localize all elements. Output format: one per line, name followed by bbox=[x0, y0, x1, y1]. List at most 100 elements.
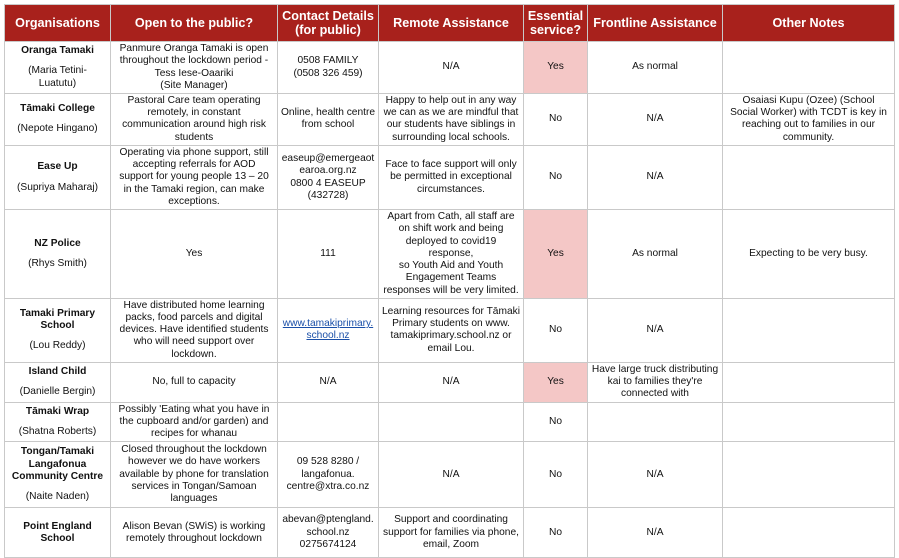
organisation-cell: NZ Police (Rhys Smith) bbox=[4, 209, 111, 299]
organisation-name: Tongan/Tamaki Langafonua Community Centre bbox=[7, 446, 108, 483]
organisation-name: Tamaki Primary School bbox=[7, 308, 108, 332]
remote-assistance-line: N/A bbox=[442, 376, 460, 388]
essential-service-cell: No bbox=[523, 401, 588, 443]
organisation-name-line: Island Child bbox=[28, 366, 87, 378]
open-to-public-line: languages bbox=[170, 493, 218, 505]
remote-assistance-line: Apart from Cath, all staff are bbox=[387, 211, 515, 223]
organisation-cell: Tāmaki College (Nepote Hingano) bbox=[4, 93, 111, 146]
other-notes-cell bbox=[722, 507, 895, 558]
remote-assistance-line: Primary students on www. bbox=[392, 318, 510, 330]
contact-details-line: centre@xtra.co.nz bbox=[286, 480, 370, 492]
contact-person-line: Luatutu) bbox=[38, 77, 77, 89]
contact-details-line[interactable]: www.tamakiprimary. bbox=[282, 318, 374, 330]
frontline-assistance-cell: Have large truck distributing kai to fami… bbox=[587, 361, 723, 403]
other-notes-cell bbox=[722, 144, 895, 211]
contact-person-line: (Maria Tetini- bbox=[28, 65, 87, 77]
open-to-public-line: however we do have workers bbox=[128, 456, 260, 468]
frontline-assistance-cell: As normal bbox=[587, 209, 723, 299]
organisation-contact-person: (Danielle Bergin) bbox=[7, 386, 108, 398]
other-notes-cell bbox=[722, 401, 895, 443]
organisation-name: Tāmaki Wrap bbox=[7, 406, 108, 418]
open-to-public-line: support for young people 13 – 20 bbox=[119, 171, 269, 183]
organisation-name: Point England School bbox=[7, 521, 108, 545]
organisation-cell: Point England School bbox=[4, 507, 111, 558]
essential-service-cell: Yes bbox=[523, 41, 588, 94]
table-row: Ease Up (Supriya Maharaj) Operating via ph… bbox=[4, 144, 895, 211]
header-contact-details: Contact Details (for public) bbox=[277, 4, 379, 42]
remote-assistance-line: Happy to help out in any way bbox=[385, 95, 517, 106]
open-to-public-line: lockdown. bbox=[171, 348, 217, 360]
contact-details-line: earoa.org.nz bbox=[299, 165, 357, 177]
contact-person-line: (Supriya Maharaj) bbox=[17, 181, 98, 193]
organisations-table: Organisations Open to the public? Contac… bbox=[4, 4, 895, 558]
essential-service-cell: No bbox=[523, 144, 588, 211]
remote-assistance-line: support for families via phone, bbox=[383, 526, 519, 538]
remote-assistance-cell: Face to face support will only be permitt… bbox=[378, 144, 524, 211]
other-notes-line: Osaiasi Kupu (Ozee) (School bbox=[742, 95, 875, 106]
table-row: Island Child (Danielle Bergin) No, full to… bbox=[4, 361, 895, 403]
remote-assistance-line: on shift work and being bbox=[398, 223, 504, 235]
organisation-name: Tāmaki College bbox=[7, 103, 108, 115]
other-notes-cell bbox=[722, 297, 895, 363]
frontline-assistance-line: N/A bbox=[646, 171, 664, 183]
organisation-contact-person: (Shatna Roberts) bbox=[7, 426, 108, 438]
contact-person-line: (Naite Naden) bbox=[25, 491, 90, 503]
organisation-contact-person: (Naite Naden) bbox=[7, 491, 108, 503]
frontline-assistance-line: As normal bbox=[632, 247, 678, 259]
header-frontline-assistance: Frontline Assistance bbox=[587, 4, 723, 42]
open-to-public-line: devices. Have identified students bbox=[119, 324, 269, 336]
open-to-public-line: available by phone for translation bbox=[119, 468, 269, 480]
other-notes-line: Social Worker) with TCDT is key in bbox=[730, 107, 887, 119]
contact-details-line: 0275674124 bbox=[299, 538, 357, 550]
remote-assistance-cell bbox=[378, 401, 524, 443]
contact-details-line: N/A bbox=[319, 376, 337, 388]
remote-assistance-cell: N/A bbox=[378, 41, 524, 94]
open-to-public-line: the cupboard and/or garden) and bbox=[119, 415, 269, 427]
header-essential-line2: service? bbox=[529, 23, 582, 37]
remote-assistance-cell: Happy to help out in any way we can as we… bbox=[378, 93, 524, 146]
remote-assistance-line: circumstances. bbox=[417, 183, 485, 195]
frontline-assistance-cell: N/A bbox=[587, 144, 723, 211]
other-notes-line: reaching out to families in our bbox=[741, 119, 876, 131]
frontline-assistance-cell: N/A bbox=[587, 441, 723, 509]
remote-assistance-cell: N/A bbox=[378, 441, 524, 509]
remote-assistance-line: email, Zoom bbox=[422, 538, 480, 550]
frontline-assistance-cell bbox=[587, 401, 723, 443]
remote-assistance-line: so Youth Aid and Youth bbox=[398, 260, 504, 272]
organisation-contact-person: (Supriya Maharaj) bbox=[7, 182, 108, 194]
contact-details-cell: 0508 FAMILY (0508 326 459) bbox=[277, 41, 379, 94]
organisation-cell: Tamaki Primary School (Lou Reddy) bbox=[4, 297, 111, 363]
remote-assistance-line: Face to face support will only bbox=[385, 159, 517, 171]
organisation-name-line: School bbox=[40, 532, 75, 544]
contact-details-line: 09 528 8280 / bbox=[296, 456, 360, 468]
table-row: Point England School Alison Bevan (SWiS) i… bbox=[4, 507, 895, 558]
contact-details-line: abevan@ptengland. bbox=[282, 514, 374, 526]
frontline-assistance-line: connected with bbox=[621, 388, 689, 400]
open-to-public-cell: Possibly 'Eating what you have in the cup… bbox=[110, 401, 278, 443]
open-to-public-cell: Alison Bevan (SWiS) is working remotely t… bbox=[110, 507, 278, 558]
open-to-public-line: throughout the lockdown period - bbox=[119, 55, 269, 67]
contact-details-line: (432728) bbox=[307, 189, 349, 201]
essential-service-cell: Yes bbox=[523, 361, 588, 403]
contact-details-cell: 09 528 8280 /langafonua. centre@xtra.co.n… bbox=[277, 441, 379, 509]
contact-details-line[interactable]: school.nz bbox=[306, 330, 350, 342]
header-row: Organisations Open to the public? Contac… bbox=[4, 4, 895, 42]
contact-details-line: 111 bbox=[320, 247, 336, 259]
remote-assistance-line: N/A bbox=[442, 61, 460, 73]
open-to-public-line: (Site Manager) bbox=[160, 79, 228, 91]
organisation-cell: Ease Up (Supriya Maharaj) bbox=[4, 144, 111, 211]
organisation-name-line: Langafonua bbox=[28, 458, 87, 470]
open-to-public-line: Possibly 'Eating what you have in bbox=[118, 403, 270, 415]
remote-assistance-line: surrounding local schools. bbox=[392, 131, 510, 143]
open-to-public-line: accepting referrals for AOD bbox=[132, 159, 256, 171]
open-to-public-cell: No, full to capacity bbox=[110, 361, 278, 403]
contact-details-line: Online, health centre bbox=[281, 107, 376, 119]
table-row: Tāmaki Wrap (Shatna Roberts) Possibly 'Eat… bbox=[4, 401, 895, 443]
essential-service-cell: No bbox=[523, 297, 588, 363]
remote-assistance-line: Learning resources for Tāmaki bbox=[382, 305, 520, 317]
open-to-public-line: Have distributed home learning bbox=[123, 299, 265, 311]
remote-assistance-line: our students have siblings in bbox=[386, 119, 516, 131]
open-to-public-line: Panmure Oranga Tamaki is open bbox=[119, 43, 269, 55]
open-to-public-line: remotely throughout lockdown bbox=[126, 532, 262, 544]
organisation-name-line: NZ Police bbox=[34, 237, 81, 249]
